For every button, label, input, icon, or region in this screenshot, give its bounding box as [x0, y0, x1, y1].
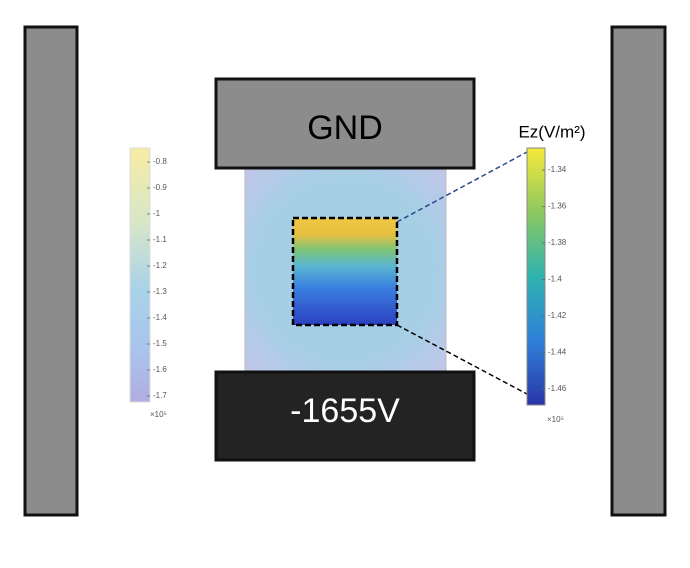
tick-label: -1: [153, 209, 161, 218]
tick-label: -1.1: [153, 235, 167, 244]
tick-label: -1.38: [548, 238, 567, 247]
bottom-electrode: [214, 370, 476, 462]
side-plate: [610, 25, 667, 517]
callout-line: [396, 324, 528, 395]
electrode-label: -1655V: [290, 392, 400, 430]
tick-label: -1.46: [548, 384, 567, 393]
tick-label: -0.8: [153, 157, 167, 166]
top-electrode: [214, 77, 476, 170]
layout: [23, 25, 667, 517]
tick-label: -1.7: [153, 391, 167, 400]
tick-label: -1.34: [548, 165, 567, 174]
side-plate: [23, 25, 79, 517]
tick-label: -1.42: [548, 311, 567, 320]
colorbar-label: Ez(V/m²): [518, 122, 585, 141]
tick-label: -1.3: [153, 287, 167, 296]
colorbar-multiplier: ×10⁵: [547, 415, 564, 424]
tick-label: -1.4: [548, 275, 562, 284]
inset-region: [291, 216, 399, 327]
tick-label: -1.36: [548, 202, 567, 211]
tick-label: -1.4: [153, 313, 167, 322]
tick-label: -1.2: [153, 261, 167, 270]
tick-label: -1.5: [153, 339, 167, 348]
electrode-label: GND: [307, 109, 383, 147]
callout-line: [396, 151, 528, 223]
tick-label: -1.6: [153, 365, 167, 374]
left-colorbar: [129, 147, 151, 403]
tick-label: -1.44: [548, 348, 567, 357]
tick-label: -0.9: [153, 183, 167, 192]
right-colorbar: [526, 147, 546, 406]
colorbar-multiplier: ×10⁵: [150, 410, 167, 419]
